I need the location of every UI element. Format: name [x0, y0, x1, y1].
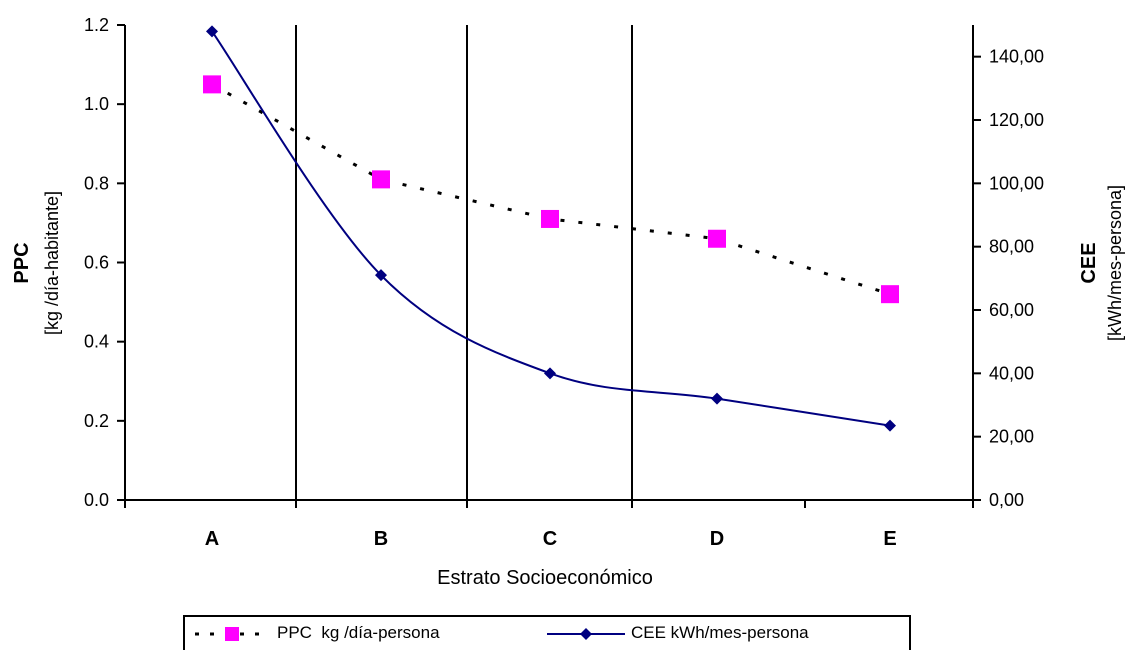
x-axis-ticks: A B C D E — [124, 500, 974, 550]
ppc-point — [541, 209, 559, 228]
left-tick-label: 1.2 — [84, 15, 109, 35]
legend-visible: PPC kg /día-persona CEE kWh/mes-persona — [183, 615, 911, 650]
right-axis-ticks: 0,00 20,00 40,00 60,00 80,00 100,00 120,00 140,… — [973, 47, 1044, 510]
right-axis-title-line1: CEE — [1078, 242, 1100, 283]
right-tick-label: 140,00 — [989, 47, 1044, 67]
category-separators — [295, 25, 633, 500]
right-tick-label: 100,00 — [989, 173, 1044, 193]
right-tick-label: 120,00 — [989, 110, 1044, 130]
left-tick-label: 0.0 — [84, 490, 109, 510]
x-category-label: E — [883, 528, 896, 550]
ppc-series-line — [211, 83, 891, 296]
right-tick-label: 0,00 — [989, 490, 1024, 510]
right-tick-label: 40,00 — [989, 363, 1034, 383]
right-tick-label: 60,00 — [989, 300, 1034, 320]
right-axis-title-line2: [kWh/mes-persona] — [1105, 185, 1125, 341]
left-tick-label: 0.6 — [84, 253, 109, 273]
legend-visible-cee-label: CEE kWh/mes-persona — [631, 623, 809, 642]
cee-point — [884, 419, 896, 432]
left-axis-ticks: 0.0 0.2 0.4 0.6 0.8 1.0 1.2 — [84, 15, 125, 510]
ppc-point — [881, 285, 899, 304]
left-tick-label: 0.4 — [84, 332, 109, 352]
ppc-point — [372, 170, 390, 189]
left-tick-label: 1.0 — [84, 94, 109, 114]
cee-point — [544, 367, 556, 380]
x-category-label: C — [543, 528, 557, 550]
right-tick-label: 80,00 — [989, 237, 1034, 257]
series-layer — [203, 25, 899, 432]
legend-visible-ppc-label: PPC kg /día-persona — [277, 623, 440, 642]
left-axis-title-line2: [kg /día-habitante] — [42, 191, 62, 335]
x-axis-title: Estrato Socioeconómico — [437, 567, 653, 589]
x-category-label: A — [205, 528, 219, 550]
cee-point — [711, 392, 723, 405]
left-tick-label: 0.8 — [84, 173, 109, 193]
ppc-point — [708, 229, 726, 248]
cee-series-line — [211, 30, 891, 427]
x-category-label: D — [710, 528, 724, 550]
left-axis-title-line1: PPC — [11, 242, 33, 283]
left-axis-title: PPC [kg /día-habitante] — [11, 191, 62, 335]
right-tick-label: 20,00 — [989, 427, 1034, 447]
cee-point — [206, 25, 218, 38]
ppc-point — [203, 75, 221, 94]
cee-point — [375, 269, 387, 282]
right-axis-title: CEE [kWh/mes-persona] — [1078, 185, 1125, 341]
x-category-label: B — [374, 528, 388, 550]
left-tick-label: 0.2 — [84, 411, 109, 431]
